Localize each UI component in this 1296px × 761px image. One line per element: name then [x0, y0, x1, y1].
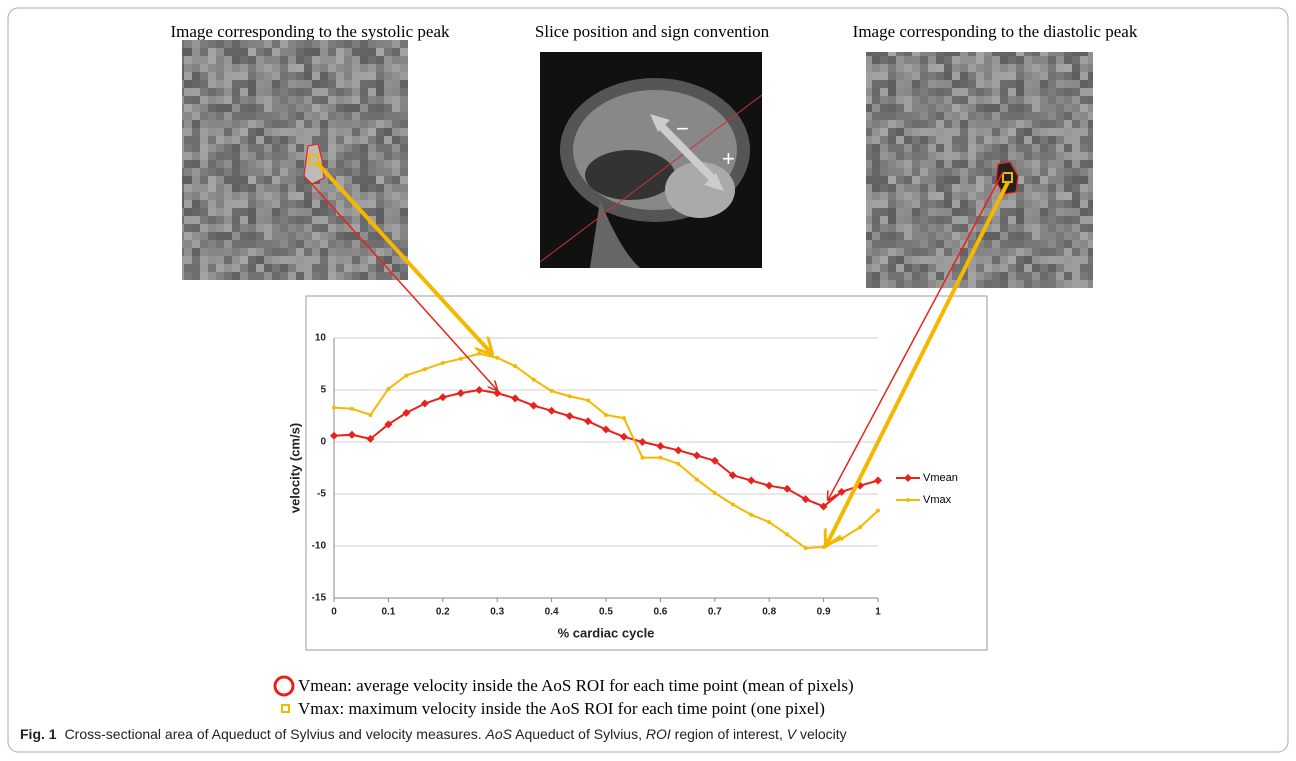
legend-label: Vmax — [923, 494, 952, 506]
data-point — [350, 407, 354, 411]
data-point — [568, 394, 572, 398]
data-point — [332, 406, 336, 410]
panel-title: Image corresponding to the systolic peak — [170, 22, 450, 41]
data-point — [441, 361, 445, 365]
legend-note: Vmax: maximum velocity inside the AoS RO… — [298, 699, 825, 718]
data-point — [423, 367, 427, 371]
x-tick-label: 0.2 — [436, 607, 450, 618]
sign-minus: − — [676, 116, 689, 141]
caption: Fig. 1 Cross-sectional area of Aqueduct o… — [20, 726, 847, 742]
x-tick-label: 1 — [875, 607, 881, 618]
x-tick-label: 0.7 — [708, 607, 722, 618]
caption-text: ROI — [646, 726, 671, 742]
y-axis-label: velocity (cm/s) — [287, 423, 302, 513]
x-tick-label: 0.4 — [545, 607, 559, 618]
caption-text: AoS — [485, 726, 513, 742]
data-point — [622, 416, 626, 420]
y-tick-label: -10 — [312, 541, 327, 552]
data-point — [840, 537, 844, 541]
x-tick-label: 0 — [331, 607, 337, 618]
data-point — [785, 533, 789, 537]
x-axis-label: % cardiac cycle — [558, 625, 655, 640]
data-point — [713, 491, 717, 495]
y-tick-label: 5 — [320, 385, 326, 396]
data-point — [676, 462, 680, 466]
data-point — [695, 477, 699, 481]
data-point — [749, 513, 753, 517]
data-point — [804, 546, 808, 550]
y-tick-label: -15 — [312, 593, 327, 604]
data-point — [550, 389, 554, 393]
x-tick-label: 0.9 — [817, 607, 831, 618]
y-tick-label: 10 — [315, 333, 327, 344]
brain-image: − + — [540, 52, 762, 268]
caption-text: Aqueduct of Sylvius, — [512, 726, 646, 742]
data-point — [822, 545, 826, 549]
x-tick-label: 0.6 — [653, 607, 667, 618]
data-point — [495, 356, 499, 360]
data-point — [459, 357, 463, 361]
sign-plus: + — [722, 146, 735, 171]
diastolic-image — [866, 52, 1093, 288]
data-point — [640, 456, 644, 460]
y-tick-label: 0 — [320, 437, 326, 448]
x-tick-label: 0.1 — [381, 607, 395, 618]
data-point — [477, 352, 481, 356]
data-point — [586, 398, 590, 402]
data-point — [731, 502, 735, 506]
caption-text: Cross-sectional area of Aqueduct of Sylv… — [65, 726, 486, 742]
data-point — [906, 498, 910, 502]
data-point — [767, 520, 771, 524]
x-tick-label: 0.8 — [762, 607, 776, 618]
data-point — [604, 413, 608, 417]
x-tick-label: 0.3 — [490, 607, 504, 618]
y-tick-label: -5 — [317, 489, 326, 500]
caption-text: velocity — [796, 726, 847, 742]
legend-label: Vmean — [923, 472, 958, 484]
systolic-image — [182, 40, 408, 280]
data-point — [513, 364, 517, 368]
figure: Image corresponding to the systolic peak… — [0, 0, 1296, 761]
data-point — [386, 387, 390, 391]
x-tick-label: 0.5 — [599, 607, 613, 618]
data-point — [658, 456, 662, 460]
caption-text: region of interest, — [671, 726, 787, 742]
data-point — [368, 413, 372, 417]
data-point — [858, 525, 862, 529]
data-point — [404, 373, 408, 377]
chart-box — [306, 296, 987, 650]
data-point — [876, 509, 880, 513]
caption-label: Fig. 1 — [20, 726, 57, 742]
legend-note: Vmean: average velocity inside the AoS R… — [298, 676, 854, 695]
data-point — [532, 378, 536, 382]
panel-title: Slice position and sign convention — [535, 22, 770, 41]
panel-title: Image corresponding to the diastolic pea… — [853, 22, 1138, 41]
